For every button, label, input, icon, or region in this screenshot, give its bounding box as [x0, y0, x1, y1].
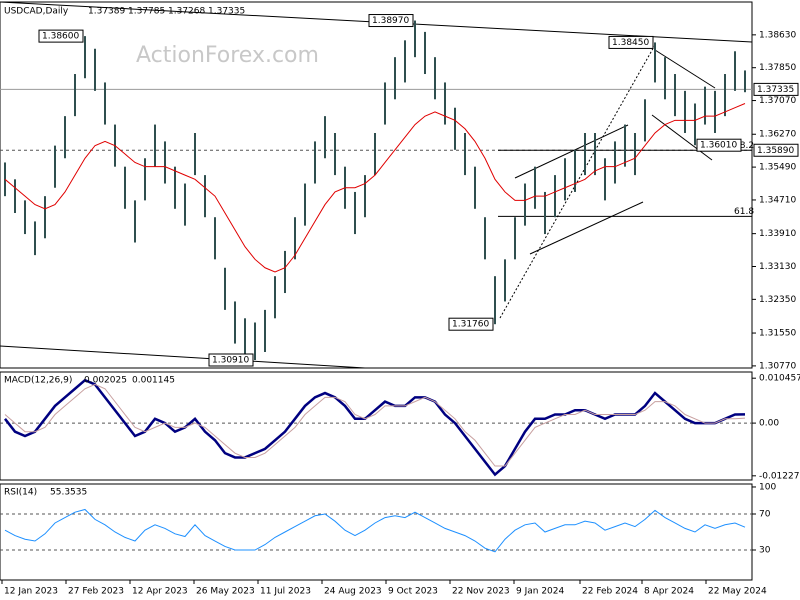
y-tick-label: 1.38630: [759, 30, 796, 40]
ohlc-value: 1.37268: [168, 7, 205, 17]
watermark: ActionForex.com: [136, 43, 319, 68]
indicator-title: MACD(12,26,9): [4, 376, 72, 386]
indicator-line: [4, 508, 746, 553]
annotation-box: [208, 353, 254, 367]
y-tick-label: 1.37850: [759, 63, 796, 73]
annotation-label: 1.38970: [372, 16, 409, 26]
annotation-label: 1.31760: [452, 320, 489, 330]
price-label: 1.35890: [757, 146, 794, 156]
price-label: 1.37335: [757, 85, 794, 95]
y-tick-label: 1.32350: [759, 295, 796, 305]
x-tick-label: 9 Jan 2024: [516, 587, 564, 597]
y-tick-label: 1.35490: [759, 163, 796, 173]
y-tick-label: 1.37070: [759, 96, 796, 106]
x-tick-label: 24 Aug 2023: [324, 587, 382, 597]
y-tick-label: 1.31550: [759, 329, 796, 339]
annotation-box: [38, 29, 84, 43]
ohlc-value: 1.37785: [128, 7, 165, 17]
y-tick-label: 0.010457: [759, 374, 800, 384]
price-label-box: [753, 143, 799, 157]
fib-label: 61.8: [734, 207, 754, 217]
y-tick-label: -0.012276: [759, 471, 800, 481]
y-tick-label: 1.34710: [759, 195, 796, 205]
channel-line: [514, 124, 629, 179]
fib-line: [499, 44, 656, 319]
wedge-line: [654, 49, 716, 89]
x-tick-label: 12 Jan 2023: [4, 587, 58, 597]
y-tick-label: 70: [759, 509, 771, 519]
moving-average: [4, 103, 746, 273]
channel-line: [529, 201, 644, 255]
price-label-box: [753, 82, 799, 96]
y-tick-label: 1.30770: [759, 361, 796, 371]
x-tick-label: 22 May 2024: [708, 587, 767, 597]
indicator-value: 55.3535: [50, 488, 87, 498]
y-tick-label: 0.00: [759, 419, 779, 429]
fib-label: 38.2: [734, 141, 754, 151]
x-tick-label: 26 May 2023: [196, 587, 255, 597]
panel-frame: [0, 483, 753, 581]
panel-frame: [0, 371, 753, 481]
annotation-box: [368, 14, 414, 28]
x-tick-label: 22 Nov 2023: [452, 587, 510, 597]
annotation-box: [696, 138, 742, 152]
chart-title: USDCAD,Daily: [4, 7, 69, 17]
annotation-label: 1.38600: [42, 32, 79, 42]
annotation-box: [448, 317, 494, 331]
annotation-label: 1.36010: [700, 141, 737, 151]
annotation-box: [608, 35, 654, 49]
annotation-label: 1.38450: [612, 38, 649, 48]
annotation-label: 1.30910: [212, 355, 249, 365]
indicator-line: [4, 383, 746, 467]
ohlc-value: 1.37389: [88, 7, 125, 17]
trend-line: [0, 345, 366, 369]
x-tick-label: 22 Feb 2024: [582, 587, 638, 597]
indicator-value: 0.002025: [84, 376, 127, 386]
wedge-line: [651, 114, 713, 161]
y-tick-label: 1.36270: [759, 130, 796, 140]
y-tick-label: 1.33910: [759, 229, 796, 239]
y-tick-label: 30: [759, 546, 771, 556]
y-tick-label: 1.33130: [759, 262, 796, 272]
x-tick-label: 8 Apr 2024: [644, 587, 694, 597]
x-tick-label: 11 Jul 2023: [260, 587, 311, 597]
panel-frame: [0, 1, 753, 369]
indicator-title: RSI(14): [4, 488, 37, 498]
indicator-value: 0.001145: [132, 376, 175, 386]
x-tick-label: 9 Oct 2023: [388, 587, 438, 597]
x-tick-label: 12 Apr 2023: [132, 587, 188, 597]
y-tick-label: 100: [759, 482, 776, 492]
ohlc-value: 1.37335: [208, 7, 245, 17]
x-tick-label: 27 Feb 2023: [68, 587, 124, 597]
